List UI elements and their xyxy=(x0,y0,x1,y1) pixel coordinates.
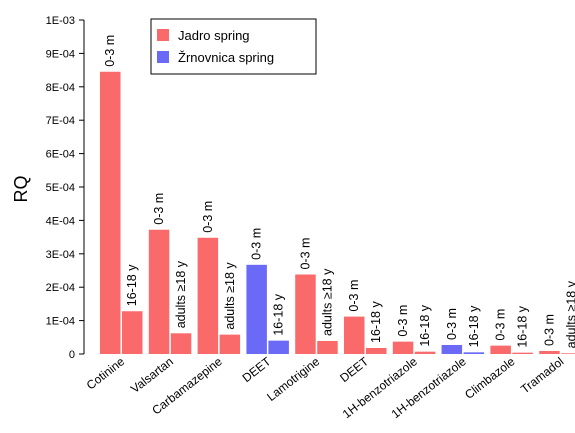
bar xyxy=(366,347,387,354)
bar-label: 0-3 m xyxy=(103,35,117,67)
category-label: Tramadol xyxy=(518,354,566,396)
category-label: Lamotrigine xyxy=(264,354,322,404)
bar-label: 0-3 m xyxy=(152,193,166,225)
category-label: Valsartan xyxy=(128,354,176,396)
bar-label: 16-18 y xyxy=(418,304,432,346)
category-label: DEET xyxy=(240,354,274,385)
bar xyxy=(539,350,560,354)
bar xyxy=(170,333,192,354)
category-label: DEET xyxy=(337,354,371,385)
bar xyxy=(122,311,143,354)
bar-label: 16-18 y xyxy=(516,305,530,347)
category-label: Climbazole xyxy=(462,354,518,402)
legend-box xyxy=(150,18,317,75)
legend-swatch-zrnovnica xyxy=(157,51,169,63)
bar xyxy=(414,351,436,354)
y-tick-label: 0 xyxy=(69,349,75,361)
category-label: Cotinine xyxy=(84,354,128,392)
y-axis-label: RQ xyxy=(11,176,31,203)
bar xyxy=(490,345,511,354)
legend-label-jadro: Jadro spring xyxy=(178,28,250,43)
y-tick-label: 2E-04 xyxy=(46,282,75,294)
y-tick-label: 3E-04 xyxy=(46,249,75,261)
bar xyxy=(295,274,316,354)
legend-label-zrnovnica: Žrnovnica spring xyxy=(178,50,274,65)
bar-label: adults ≥18 y xyxy=(174,260,188,328)
bar xyxy=(197,237,219,354)
bar-label: 0-3 m xyxy=(201,201,215,233)
bar xyxy=(344,316,365,354)
bar xyxy=(219,334,241,354)
y-tick-label: 1E-03 xyxy=(46,15,75,27)
bar-label: 16-18 y xyxy=(125,264,139,306)
y-tick-label: 9E-04 xyxy=(46,48,75,60)
bar xyxy=(100,71,121,355)
bars xyxy=(100,71,575,355)
bar-label: 16-18 y xyxy=(272,293,286,335)
bar-label: 0-3 m xyxy=(347,280,361,312)
legend: Jadro spring Žrnovnica spring xyxy=(150,18,317,75)
y-tick-label: 1E-04 xyxy=(46,316,75,328)
bar-label: 0-3 m xyxy=(542,314,556,346)
bar xyxy=(148,229,170,354)
bar-label: 0-3 m xyxy=(396,305,410,337)
bar-label: 0-3 m xyxy=(494,309,508,341)
bar-labels: 0-3 m 16-18 y 0-3 m adults ≥18 y 0-3 m adults… xyxy=(103,35,575,349)
y-tick-label: 6E-04 xyxy=(46,149,75,161)
y-tick-label: 7E-04 xyxy=(46,115,75,127)
y-tick-label: 5E-04 xyxy=(46,182,75,194)
bar-label: 16-18 y xyxy=(467,305,481,347)
bar-label: adults ≥18 y xyxy=(564,280,575,348)
bar xyxy=(317,340,338,354)
bar xyxy=(512,352,533,354)
y-axis: 0 1E-04 2E-04 3E-04 4E-04 5E-04 6E-04 7E-04 8E-0… xyxy=(46,15,85,361)
bar xyxy=(441,344,463,354)
bar-label: 0-3 m xyxy=(250,228,264,260)
legend-swatch-jadro xyxy=(157,29,169,41)
bar xyxy=(463,352,485,354)
bar-label: adults ≥18 y xyxy=(320,268,334,336)
bar xyxy=(561,353,575,354)
bar-label: adults ≥18 y xyxy=(223,262,237,330)
y-tick-label: 8E-04 xyxy=(46,82,75,94)
bar-label: 0-3 m xyxy=(298,238,312,270)
y-tick-label: 4E-04 xyxy=(46,215,75,227)
bar xyxy=(392,341,414,354)
bar xyxy=(246,264,267,354)
bar xyxy=(268,340,289,354)
bar-label: 0-3 m xyxy=(445,308,459,340)
bar-label: 16-18 y xyxy=(369,301,383,343)
